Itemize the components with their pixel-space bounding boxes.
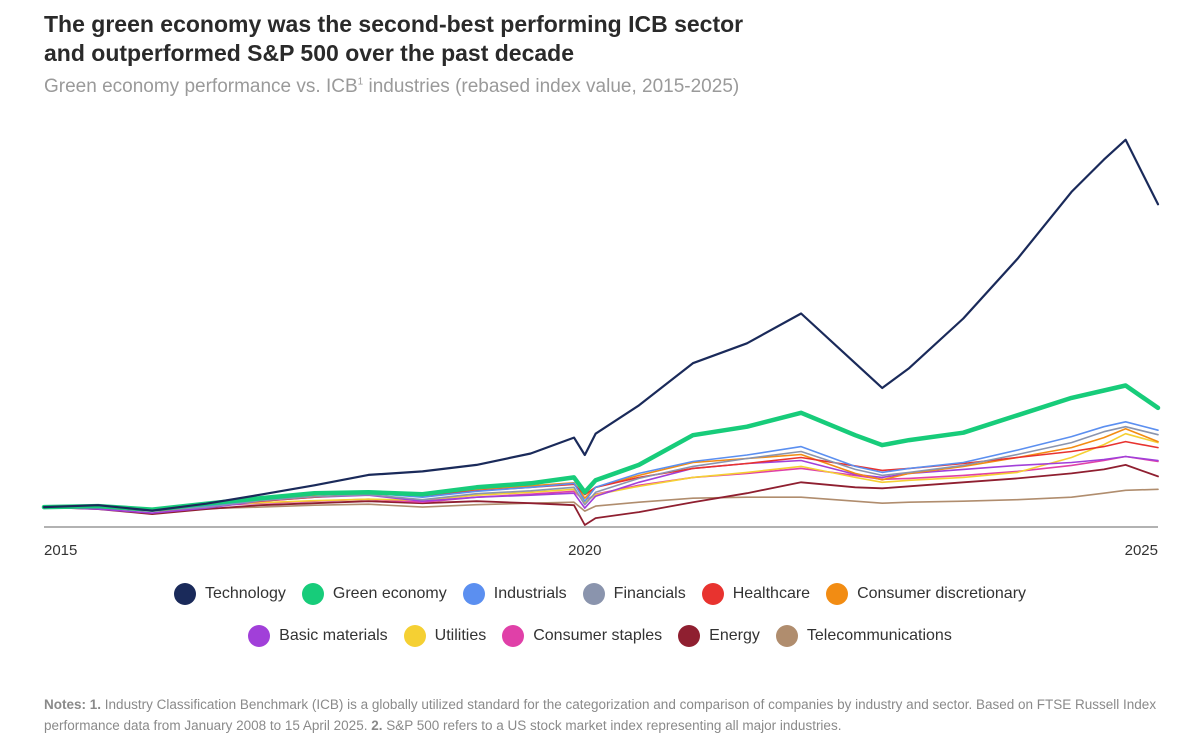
legend-label-green-economy: Green economy (332, 585, 447, 602)
chart-subtitle: Green economy performance vs. ICB1 indus… (44, 76, 1164, 98)
legend-swatch-industrials (462, 583, 485, 605)
legend-row-2: Basic materials Utilities Consumer staples… (0, 625, 1200, 647)
legend-item-basic-materials: Basic materials (248, 625, 388, 647)
legend-swatch-basic-materials (248, 625, 271, 647)
legend-item-consumer-discretionary: Consumer discretionary (826, 583, 1026, 605)
series-line-telecommunications (43, 488, 1159, 512)
legend-swatch-consumer-discretionary (826, 583, 849, 605)
legend-item-green-economy: Green economy (301, 583, 447, 605)
legend-item-financials: Financials (582, 583, 686, 605)
series-line-consumer-discretionary (43, 427, 1159, 510)
legend-item-telecommunications: Telecommunications (775, 625, 952, 647)
legend-swatch-technology (173, 583, 196, 605)
series-layer (41, 138, 1161, 526)
x-tick-label-2020: 2020 (568, 542, 601, 559)
legend-swatch-financials (582, 583, 605, 605)
x-tick-labels: 2015 2020 2025 (44, 542, 1158, 559)
chart-title: The green economy was the second-best pe… (44, 10, 1164, 68)
legend-item-healthcare: Healthcare (701, 583, 811, 605)
legend-swatch-green-economy (301, 583, 324, 605)
legend-swatch-healthcare (701, 583, 724, 605)
series-line-utilities (43, 432, 1159, 510)
legend-swatch-utilities (403, 625, 426, 647)
series-line-green-economy (41, 383, 1161, 512)
line-chart: 2015 2020 2025 (41, 138, 1161, 559)
legend-item-technology: Technology (173, 583, 286, 605)
title-line-1: The green economy was the second-best pe… (44, 11, 744, 37)
legend-label-financials: Financials (613, 585, 686, 602)
legend-label-basic-materials: Basic materials (279, 627, 388, 644)
series-line-industrials (43, 420, 1159, 511)
note-2-text: S&P 500 refers to a US stock market inde… (382, 718, 842, 733)
series-line-technology (42, 138, 1160, 512)
legend-label-utilities: Utilities (434, 627, 487, 644)
x-tick-label-2015: 2015 (44, 542, 77, 559)
legend-swatch-telecommunications (775, 625, 798, 647)
note-2-number: 2. (371, 718, 383, 733)
note-1-text: Industry Classification Benchmark (ICB) … (44, 697, 1157, 733)
legend-item-industrials: Industrials (462, 583, 567, 605)
legend-label-healthcare: Healthcare (732, 585, 811, 602)
legend-swatch-consumer-staples (502, 625, 525, 647)
series-line-financials (43, 425, 1159, 512)
x-tick-label-2025: 2025 (1125, 542, 1158, 559)
legend-swatch-energy (678, 625, 701, 647)
legend-row-1: Technology Green economy Industrials Financ… (0, 583, 1200, 605)
legend-label-technology: Technology (204, 585, 286, 602)
legend-label-energy: Energy (709, 627, 760, 644)
title-line-2: and outperformed S&P 500 over the past d… (44, 40, 575, 66)
subtitle-text: Green economy performance vs. ICB (44, 76, 358, 97)
subtitle-footnote-marker: 1 (357, 76, 364, 88)
subtitle-text-end: industries (rebased index value, 2015-20… (363, 76, 740, 97)
series-line-energy (43, 463, 1159, 526)
legend-label-consumer-discretionary: Consumer discretionary (857, 585, 1027, 602)
legend-label-consumer-staples: Consumer staples (533, 627, 663, 644)
legend-item-consumer-staples: Consumer staples (502, 625, 662, 647)
legend-item-utilities: Utilities (403, 625, 487, 647)
footnotes: Notes: 1. Industry Classification Benchm… (44, 694, 1174, 736)
legend-label-industrials: Industrials (493, 585, 567, 602)
note-1-number: 1. (89, 697, 102, 712)
legend-label-telecommunications: Telecommunications (806, 627, 952, 644)
legend-item-energy: Energy (678, 625, 760, 647)
notes-heading: Notes: (44, 697, 87, 712)
